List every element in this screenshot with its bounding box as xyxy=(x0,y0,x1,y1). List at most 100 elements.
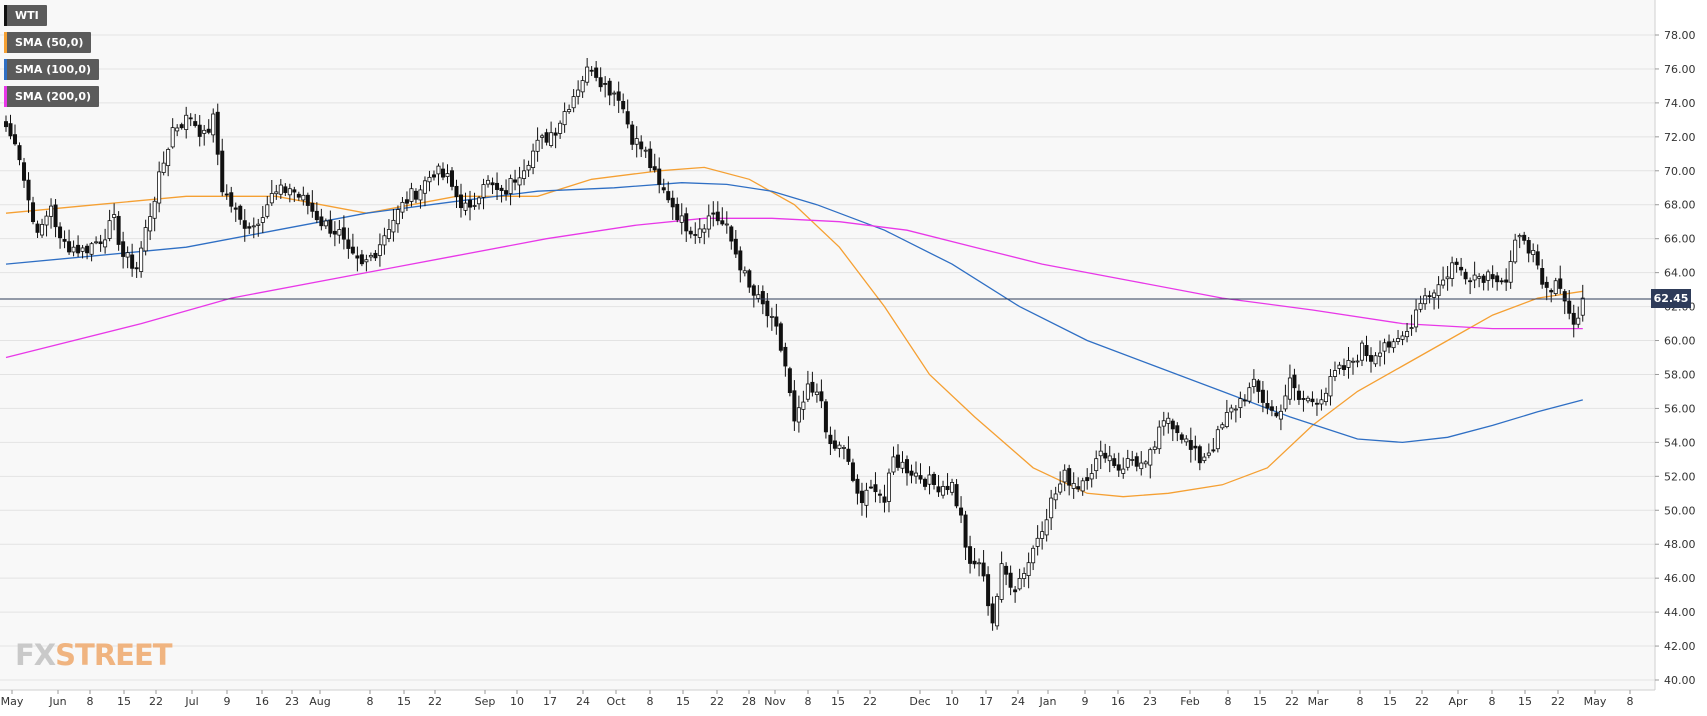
candle-body xyxy=(130,254,135,269)
candle-body xyxy=(679,215,684,223)
candle-body xyxy=(477,197,482,205)
candle-body xyxy=(1499,280,1504,283)
x-tick-label: 22 xyxy=(149,695,163,708)
candle-body xyxy=(1130,459,1135,461)
legend-item-sma200[interactable]: SMA (200,0) xyxy=(4,86,100,107)
candle-body xyxy=(310,202,315,212)
sma-lines xyxy=(5,166,1583,498)
candle-body xyxy=(1495,275,1500,283)
candle-body xyxy=(1305,397,1310,402)
legend-item-sma50[interactable]: SMA (50,0) xyxy=(4,32,92,53)
legend-item-sma100[interactable]: SMA (100,0) xyxy=(4,59,100,80)
candle-body xyxy=(1364,345,1369,357)
candle-body xyxy=(1432,292,1437,298)
candle-body xyxy=(963,514,968,548)
candle-body xyxy=(1463,271,1468,280)
candle-body xyxy=(1400,335,1405,340)
candle-body xyxy=(891,456,896,473)
y-tick-label: 68.00 xyxy=(1664,199,1696,212)
candle-body xyxy=(625,111,630,125)
candle-body xyxy=(549,132,554,146)
candle-body xyxy=(454,185,459,198)
candle-body xyxy=(305,194,310,206)
candle-body xyxy=(544,132,549,143)
y-tick-label: 64.00 xyxy=(1664,267,1696,280)
candle-body xyxy=(1170,420,1175,430)
candle-body xyxy=(1026,562,1031,576)
candle-body xyxy=(1526,240,1531,254)
candle-body xyxy=(657,168,662,185)
candle-body xyxy=(612,92,617,95)
x-tick-label: 8 xyxy=(1489,695,1496,708)
candle-body xyxy=(1224,412,1229,427)
legend-item-wti[interactable]: WTI xyxy=(4,5,47,26)
candle-body xyxy=(422,180,427,194)
candle-body xyxy=(80,247,85,252)
candle-body xyxy=(436,165,441,175)
candle-body xyxy=(1423,295,1428,305)
candle-body xyxy=(490,182,495,186)
y-tick-label: 48.00 xyxy=(1664,538,1696,551)
candle-body xyxy=(1409,327,1414,329)
candle-body xyxy=(702,228,707,233)
candle-body xyxy=(188,117,193,120)
candle-body xyxy=(1544,281,1549,288)
x-tick-label: 8 xyxy=(805,695,812,708)
x-tick-label: 8 xyxy=(1225,695,1232,708)
candle-body xyxy=(504,190,509,195)
candle-body xyxy=(810,381,815,393)
candle-body xyxy=(1040,531,1045,539)
logo-street: STREET xyxy=(55,638,172,672)
candle-body xyxy=(328,219,333,234)
candle-body xyxy=(621,100,626,110)
x-tick-label: 23 xyxy=(285,695,299,708)
candle-body xyxy=(499,187,504,192)
candle-body xyxy=(526,164,531,171)
fxstreet-logo: FXSTREET xyxy=(15,638,173,672)
candle-body xyxy=(1260,389,1265,403)
candle-body xyxy=(238,205,243,220)
candle-body xyxy=(440,168,445,178)
candle-body xyxy=(35,223,40,233)
candle-body xyxy=(1211,449,1216,452)
candle-body xyxy=(274,191,279,195)
candle-body xyxy=(1553,280,1558,294)
candle-body xyxy=(571,96,576,109)
y-tick-label: 42.00 xyxy=(1664,640,1696,653)
candle-body xyxy=(1188,440,1193,450)
x-tick-label: 28 xyxy=(742,695,756,708)
candle-body xyxy=(71,246,76,253)
candle-body xyxy=(927,474,932,485)
candle-body xyxy=(1179,434,1184,440)
candle-body xyxy=(1031,547,1036,564)
candle-body xyxy=(1301,398,1306,400)
candle-body xyxy=(580,80,585,93)
candle-body xyxy=(445,173,450,177)
candle-body xyxy=(76,244,81,254)
candle-body xyxy=(823,401,828,433)
candle-body xyxy=(607,80,612,96)
candle-body xyxy=(792,390,797,422)
x-tick-label: 15 xyxy=(1518,695,1532,708)
candle-body xyxy=(661,187,666,191)
x-tick-label: Mar xyxy=(1308,695,1329,708)
candle-body xyxy=(540,135,545,138)
candle-body xyxy=(733,238,738,255)
candle-body xyxy=(319,216,324,227)
candle-body xyxy=(386,229,391,239)
candle-body xyxy=(558,122,563,134)
candle-body xyxy=(382,235,387,246)
candle-body xyxy=(1459,266,1464,271)
candle-body xyxy=(1148,449,1153,466)
candle-body xyxy=(301,194,306,201)
y-axis: 40.00 42.00 44.00 46.00 48.00 50.00 52.00 54.00… xyxy=(1654,0,1696,690)
candle-body xyxy=(914,472,919,477)
candle-body xyxy=(1436,284,1441,296)
candle-body xyxy=(652,166,657,171)
candle-body xyxy=(98,241,103,245)
candle-body xyxy=(877,493,882,496)
candle-body xyxy=(1517,235,1522,238)
candle-body xyxy=(1067,468,1072,486)
candle-body xyxy=(40,224,45,236)
